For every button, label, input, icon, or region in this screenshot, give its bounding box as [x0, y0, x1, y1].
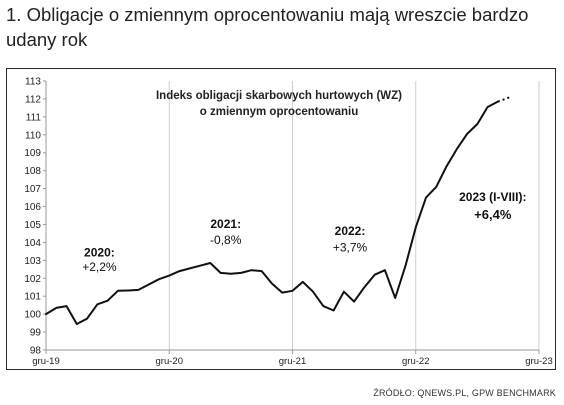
projection-dotted-line [497, 96, 511, 103]
y-tick-label: 113 [25, 77, 41, 88]
y-tick-label: 100 [24, 310, 41, 321]
annotation-change: -0,8% [210, 233, 242, 247]
y-tick-label: 99 [30, 328, 42, 339]
x-tick-label: gru-21 [279, 356, 306, 367]
chart-title-line: o zmiennym oprocentowaniu [200, 106, 358, 118]
x-tick-label: gru-20 [156, 356, 183, 367]
series-layer [45, 96, 511, 325]
y-tick-label: 98 [30, 346, 42, 357]
chart-title: Indeks obligacji skarbowych hurtowych (W… [156, 90, 402, 118]
y-tick-label: 109 [24, 148, 41, 159]
annotation-year: 2022: [335, 224, 366, 238]
y-tick-label: 111 [26, 112, 42, 123]
line-chart: 98 99 100 101 102 103 104 105 106 107 108 109 110 111… [24, 77, 552, 368]
grid-lines [168, 81, 540, 350]
y-tick-label: 110 [25, 130, 41, 141]
annotation-year: 2021: [210, 217, 241, 231]
series-line [45, 100, 499, 325]
y-tick-label: 112 [25, 94, 41, 105]
annotation-change: +2,2% [82, 260, 117, 274]
y-tick-label: 102 [24, 274, 41, 285]
annotation-change: +3,7% [333, 240, 368, 254]
annotation-year: 2023 (I-VIII): [459, 190, 526, 204]
y-tick-label: 101 [24, 292, 41, 303]
annotation-year: 2020: [84, 246, 115, 260]
annotations: 2020:+2,2% 2021: -0,8% 2022: +3,7% 2023 (I-VI… [82, 190, 526, 274]
y-tick-label: 105 [24, 220, 41, 231]
page-title: 1. Obligacje o zmiennym oprocentowaniu m… [6, 4, 529, 50]
annotation-change: +6,4% [474, 207, 512, 222]
y-tick-label: 108 [24, 166, 41, 177]
chart-frame: 98 99 100 101 102 103 104 105 106 107 108 109 110 111… [6, 68, 556, 370]
x-tick-label: gru-22 [402, 356, 429, 367]
y-tick-label: 106 [24, 202, 41, 213]
y-tick-label: 104 [24, 238, 41, 249]
axes: 98 99 100 101 102 103 104 105 106 107 108 109 110 111… [24, 77, 552, 368]
x-tick-label: gru-19 [32, 356, 59, 367]
x-tick-label: gru-23 [525, 356, 552, 367]
y-tick-label: 107 [24, 184, 41, 195]
source-credit: ŹRÓDŁO: QNEWS.PL, GPW BENCHMARK [373, 388, 556, 398]
y-tick-label: 103 [24, 256, 41, 267]
chart-title-line: Indeks obligacji skarbowych hurtowych (W… [156, 90, 402, 102]
